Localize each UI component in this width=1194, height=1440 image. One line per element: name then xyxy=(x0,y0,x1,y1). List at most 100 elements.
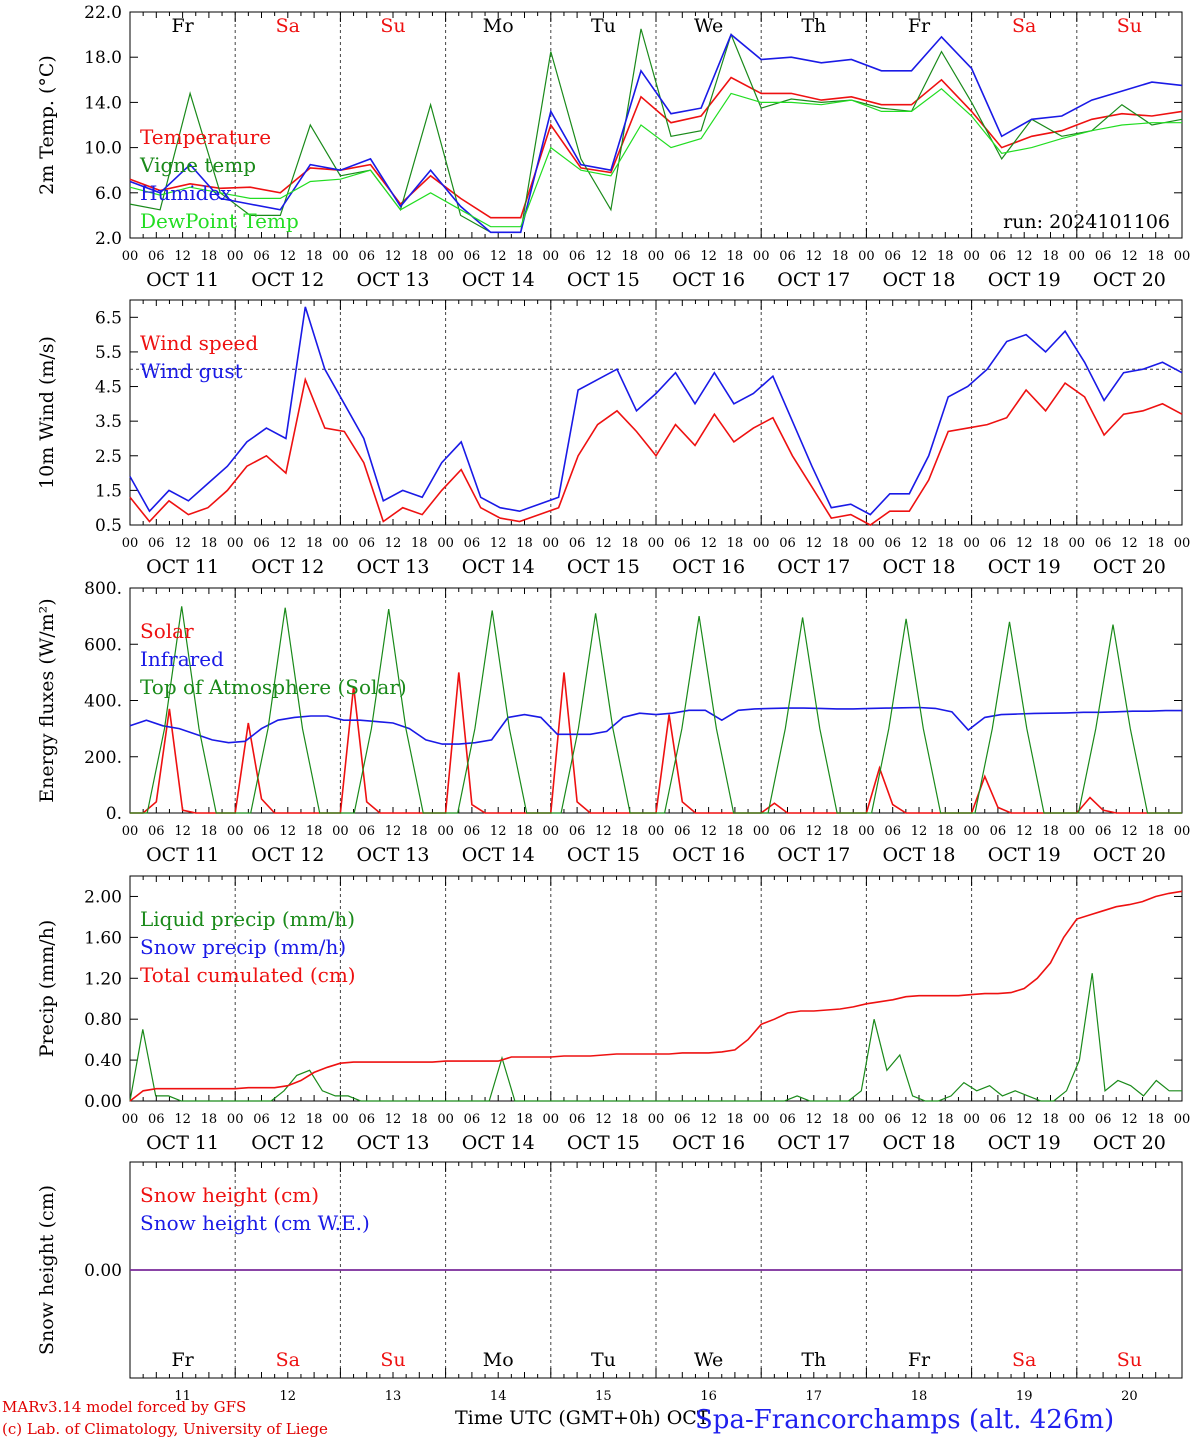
hour-tick-label: 12 xyxy=(595,824,612,839)
date-label: OCT 17 xyxy=(777,1132,850,1154)
series-line-light_green xyxy=(129,88,1182,228)
date-label: OCT 19 xyxy=(988,844,1061,866)
day-number: 15 xyxy=(595,1389,612,1404)
hour-tick-label: 00 xyxy=(122,824,139,839)
hour-tick-label: 00 xyxy=(227,249,244,264)
y-axis-title: Energy fluxes (W/m²) xyxy=(36,598,58,802)
series-line-red xyxy=(129,890,1183,1102)
hour-tick-label: 06 xyxy=(148,536,165,551)
hour-tick-label: 18 xyxy=(516,824,533,839)
hour-tick-label: 00 xyxy=(963,824,980,839)
y-tick-label: 0. xyxy=(106,804,122,824)
hour-tick-label: 12 xyxy=(911,536,928,551)
date-label: OCT 15 xyxy=(567,556,640,578)
hour-tick-label: 00 xyxy=(332,1112,349,1127)
panel-5: 0.00 Snow height (cm) Snow height (cm) Snow… xyxy=(36,1161,1183,1404)
hour-tick-label: 06 xyxy=(1095,824,1112,839)
hour-tick-label: 06 xyxy=(674,536,691,551)
hour-tick-label: 12 xyxy=(490,1112,507,1127)
hour-tick-label: 00 xyxy=(1174,536,1191,551)
hour-tick-label: 18 xyxy=(621,824,638,839)
hour-tick-label: 18 xyxy=(937,249,954,264)
date-label: OCT 20 xyxy=(1093,844,1166,866)
panel-1: 2.0 6.0 10.0 14.0 18.0 22.0 2m Temp. (°C) 00 06 1… xyxy=(36,3,1190,291)
hour-tick-label: 06 xyxy=(779,1112,796,1127)
hour-tick-label: 18 xyxy=(516,1112,533,1127)
hour-tick-label: 00 xyxy=(543,1112,560,1127)
date-label: OCT 14 xyxy=(462,269,535,291)
y-tick-label: 2.0 xyxy=(95,229,122,249)
series-line-dark_green xyxy=(129,973,1182,1102)
day-number: 19 xyxy=(1016,1389,1033,1404)
hour-tick-label: 06 xyxy=(358,536,375,551)
hour-tick-label: 00 xyxy=(648,824,665,839)
y-tick-label: 600. xyxy=(84,635,122,655)
hour-tick-label: 12 xyxy=(490,249,507,264)
date-label: OCT 12 xyxy=(251,556,324,578)
day-number: 18 xyxy=(911,1389,928,1404)
hour-tick-label: 18 xyxy=(411,1112,428,1127)
date-label: OCT 11 xyxy=(146,269,219,291)
y-tick-label: 0.00 xyxy=(84,1092,122,1112)
series-line-dark_green xyxy=(130,606,1182,814)
date-label: OCT 12 xyxy=(251,269,324,291)
hour-tick-label: 12 xyxy=(595,1112,612,1127)
hour-tick-label: 18 xyxy=(516,249,533,264)
hour-tick-label: 06 xyxy=(464,536,481,551)
hour-tick-label: 00 xyxy=(437,824,454,839)
date-label: OCT 12 xyxy=(251,1132,324,1154)
y-axis-title: 10m Wind (m/s) xyxy=(36,336,58,489)
y-tick-label: 400. xyxy=(84,692,122,712)
hour-tick-label: 00 xyxy=(963,249,980,264)
series-line-blue xyxy=(129,706,1182,745)
hour-tick-label: 06 xyxy=(569,536,586,551)
date-label: OCT 17 xyxy=(777,556,850,578)
hour-tick-label: 00 xyxy=(332,824,349,839)
legend-entry: Snow precip (mm/h) xyxy=(140,935,346,959)
hour-tick-label: 12 xyxy=(1016,1112,1033,1127)
footer-credit: (c) Lab. of Climatology, University of L… xyxy=(2,1420,328,1438)
hour-tick-label: 06 xyxy=(779,536,796,551)
series-line-dark_green xyxy=(129,28,1183,233)
date-label: OCT 14 xyxy=(462,1132,535,1154)
legend-entry: Snow height (cm) xyxy=(140,1183,319,1207)
hour-tick-label: 12 xyxy=(385,536,402,551)
day-name: Sa xyxy=(1012,1349,1036,1371)
day-name: Mo xyxy=(483,15,514,37)
hour-tick-label: 18 xyxy=(1147,536,1164,551)
y-tick-label: 2.5 xyxy=(95,447,122,467)
hour-tick-label: 18 xyxy=(937,536,954,551)
day-name: Su xyxy=(380,1349,405,1371)
day-name: Fr xyxy=(908,1349,931,1371)
hour-tick-label: 00 xyxy=(963,1112,980,1127)
y-axis-title: Precip (mm/h) xyxy=(36,920,58,1058)
hour-tick-label: 00 xyxy=(122,536,139,551)
hour-tick-label: 00 xyxy=(122,249,139,264)
day-name: Tu xyxy=(591,1349,616,1371)
y-tick-label: 2.00 xyxy=(84,887,122,907)
hour-tick-label: 12 xyxy=(806,536,823,551)
hour-tick-label: 06 xyxy=(884,536,901,551)
hour-tick-label: 00 xyxy=(858,824,875,839)
date-label: OCT 13 xyxy=(356,844,429,866)
date-label: OCT 19 xyxy=(988,269,1061,291)
hour-tick-label: 00 xyxy=(437,249,454,264)
legend-entry: Solar xyxy=(140,619,194,643)
hour-tick-label: 18 xyxy=(1042,249,1059,264)
hour-tick-label: 12 xyxy=(280,1112,297,1127)
legend-entry: Top of Atmosphere (Solar) xyxy=(140,675,407,699)
legend-entry: Total cumulated (cm) xyxy=(140,963,356,987)
hour-tick-label: 18 xyxy=(832,824,849,839)
hour-tick-label: 12 xyxy=(806,1112,823,1127)
day-number: 13 xyxy=(385,1389,402,1404)
hour-tick-label: 06 xyxy=(674,824,691,839)
hour-tick-label: 00 xyxy=(753,1112,770,1127)
y-tick-label: 1.5 xyxy=(95,481,122,501)
hour-tick-label: 06 xyxy=(884,824,901,839)
panel-2: 0.5 1.5 2.5 3.5 4.5 5.5 6.5 10m Wind (m/s) 00 06 1… xyxy=(36,299,1191,578)
hour-tick-label: 18 xyxy=(832,1112,849,1127)
day-name: Sa xyxy=(276,1349,300,1371)
hour-tick-label: 06 xyxy=(569,824,586,839)
y-tick-label: 18.0 xyxy=(84,48,122,68)
x-axis-title: Time UTC (GMT+0h) OCT xyxy=(455,1407,710,1429)
